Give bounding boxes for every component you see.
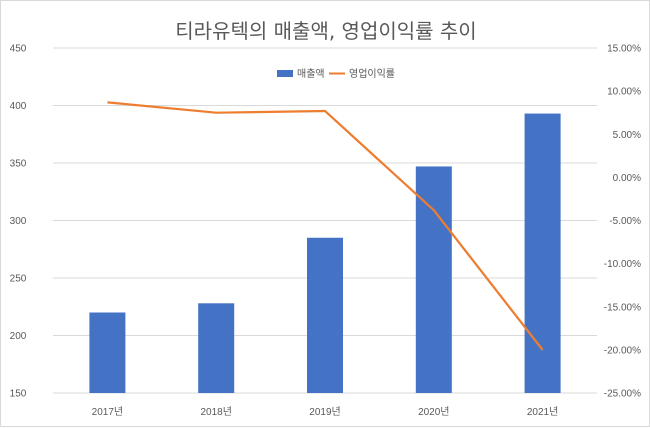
right-tick-label: 5.00% — [613, 130, 641, 141]
left-tick-label: 250 — [10, 274, 27, 285]
bar — [198, 303, 235, 393]
left-tick-label: 150 — [10, 389, 27, 400]
left-tick-label: 400 — [10, 101, 27, 112]
bar-series — [89, 113, 561, 394]
x-tick-label: 2020년 — [418, 406, 449, 418]
left-tick-label: 450 — [10, 44, 27, 55]
bar — [524, 113, 561, 394]
right-tick-label: -15.00% — [604, 302, 641, 313]
legend-swatch-revenue — [277, 70, 293, 77]
line-series — [107, 101, 544, 351]
legend-label-revenue: 매출액 — [297, 68, 325, 80]
left-tick-label: 200 — [10, 331, 27, 342]
x-tick-label: 2018년 — [200, 406, 231, 418]
x-axis: 2017년 2018년 2019년 2020년 2021년 — [92, 406, 559, 418]
bar — [307, 237, 343, 393]
right-tick-label: -5.00% — [609, 216, 641, 227]
x-tick-label: 2021년 — [527, 406, 558, 418]
bar — [415, 166, 452, 393]
right-tick-label: 10.00% — [607, 87, 641, 98]
right-axis: -25.00% -20.00% -15.00% -10.00% -5.00% 0.00% 5… — [604, 44, 641, 400]
x-tick-label: 2019년 — [309, 406, 340, 418]
legend-label-margin: 영업이익률 — [349, 67, 395, 80]
left-tick-label: 350 — [10, 159, 27, 170]
right-tick-label: -25.00% — [604, 389, 641, 400]
bar — [89, 312, 126, 393]
chart-title: 티라유텍의 매출액, 영업이익률 추이 — [175, 19, 476, 43]
left-axis: 150 200 250 300 350 400 450 — [10, 44, 27, 400]
right-tick-label: -20.00% — [604, 345, 641, 356]
x-tick-label: 2017년 — [92, 406, 123, 418]
legend: 매출액 영업이익률 — [277, 67, 395, 80]
left-tick-label: 300 — [10, 216, 27, 227]
right-tick-label: 15.00% — [607, 44, 641, 55]
margin-line — [107, 101, 544, 351]
right-tick-label: 0.00% — [613, 173, 641, 184]
right-tick-label: -10.00% — [604, 259, 641, 270]
